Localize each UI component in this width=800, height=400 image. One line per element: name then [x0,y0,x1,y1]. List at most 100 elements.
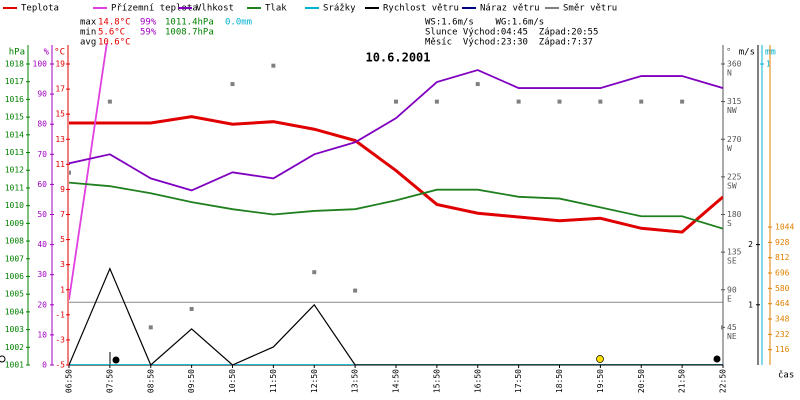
y-tick-label: 70 [37,150,47,159]
marker [112,356,120,364]
plot-area [69,43,723,365]
y-tick-label: 116 [775,345,790,354]
y-tick-label: 580 [775,284,790,293]
y-tick-label: -5 [55,361,65,370]
direction-point [475,82,480,87]
y-tick-label: 1007 [5,254,24,263]
y-tick-label: 1001 [5,361,24,370]
compass-label: E [727,294,732,303]
y-tick-label: 1011 [5,183,24,192]
x-tick-label: 15:50 [432,369,441,393]
y-tick-label: 928 [775,238,790,247]
y-tick-label: 360 [727,60,742,69]
y-tick-label: -1 [55,310,65,319]
y-tick-label: 0 [42,361,47,370]
compass-label: NW [727,106,737,115]
y-tick-label: 3 [60,260,65,269]
series-line [69,181,723,230]
compass-label: NE [727,332,737,341]
y-tick-label: 1010 [5,201,24,210]
y-tick-label: 30 [37,270,47,279]
x-tick-label: 09:50 [187,369,196,393]
y-tick-label: 2 [748,240,753,249]
y-tick-label: 1003 [5,325,24,334]
y-tick-label: 100 [33,60,48,69]
y-tick-label: 40 [37,240,47,249]
direction-point [189,306,194,311]
legend-label: Náraz větru [480,4,540,14]
compass-label: SE [727,257,737,266]
y-tick-label: 812 [775,253,790,262]
y-tick-label: 1005 [5,290,24,299]
x-tick-label: 22:50 [719,369,728,393]
y-tick-label: 11 [55,160,65,169]
y-tick-label: 20 [37,300,47,309]
x-tick-label: 19:50 [596,369,605,393]
compass-label: N [727,69,732,78]
x-tick-label: 17:50 [514,369,523,393]
y-tick-label: 1016 [5,95,24,104]
y-tick-label: 15 [55,110,65,119]
direction-point [271,63,276,68]
y-tick-label: 1014 [5,130,24,139]
y-tick-label: -3 [55,335,65,344]
y-tick-label: 19 [55,60,65,69]
legend-label: Rychlost větru [383,4,459,14]
marker [713,355,721,363]
stat-humidity: 59% [140,28,157,38]
stat-temp: 10.6°C [98,38,131,48]
axis-label: % [44,48,50,58]
axis-label: hPa [9,48,25,58]
y-tick-label: 90 [727,285,737,294]
info-line: WS:1.6m/s WG:1.6m/s [425,18,544,28]
y-tick-label: 10 [37,330,47,339]
y-tick-label: 135 [727,248,742,257]
direction-point [353,288,358,293]
y-tick-label: 315 [727,97,742,106]
legend-label: Tlak [265,4,287,14]
sunset-marker [596,355,604,363]
x-tick-label: 13:50 [351,369,360,393]
x-tick-label: 11:50 [269,369,278,393]
x-tick-label: 20:50 [637,369,646,393]
y-tick-label: 1013 [5,148,24,157]
x-axis-label: čas [778,370,794,381]
x-tick-label: 08:50 [146,369,155,393]
y-tick-label: 180 [727,210,742,219]
x-tick-label: 21:50 [678,369,687,393]
y-tick-label: 1002 [5,343,24,352]
direction-point [680,99,685,104]
y-tick-label: 1015 [5,113,24,122]
direction-point [148,325,153,330]
y-tick-label: 60 [37,180,47,189]
compass-label: S [727,219,732,228]
direction-point [598,99,603,104]
legend-label: Teplota [21,4,59,14]
direction-point [230,82,235,87]
direction-point [69,170,71,175]
y-tick-label: 464 [775,299,790,308]
y-tick-label: 80 [37,120,47,129]
compass-label: W [727,144,732,153]
y-tick-label: 1018 [5,60,24,69]
y-tick-label: 270 [727,135,742,144]
stat-temp: 5.6°C [98,28,125,38]
stat-pressure: 1011.4hPa [165,18,214,28]
stat-precip: 0.0mm [225,18,252,28]
y-tick-label: 1017 [5,77,24,86]
x-tick-label: 10:50 [228,369,237,393]
x-tick-label: 12:50 [310,369,319,393]
axis-label: °C [54,48,65,58]
y-tick-label: 1 [748,300,753,309]
y-tick-label: 1 [60,285,65,294]
y-tick-label: 13 [55,135,65,144]
y-tick-label: 348 [775,315,790,324]
info-line: Měsíc Východ:23:30 Západ:7:37 [425,38,593,48]
y-tick-label: 225 [727,172,742,181]
y-tick-label: 90 [37,90,47,99]
stat-label: min [80,28,96,38]
y-tick-label: 1006 [5,272,24,281]
direction-point [394,99,398,104]
x-tick-label: 06:50 [65,369,74,393]
